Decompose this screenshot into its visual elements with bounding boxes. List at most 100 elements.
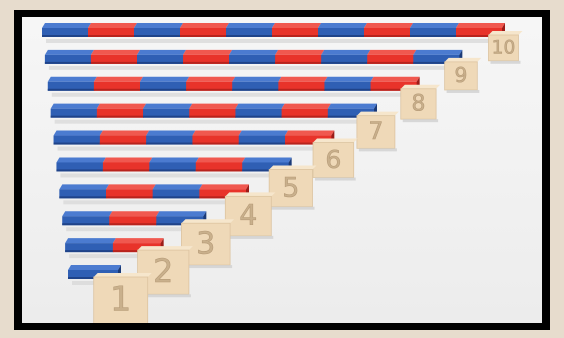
rod-segment-edge bbox=[367, 61, 414, 64]
rod-segment-top bbox=[324, 76, 374, 82]
rod-segment-top bbox=[65, 238, 116, 244]
rod-segment-top bbox=[42, 23, 91, 28]
number-tile-edge bbox=[137, 246, 193, 251]
rod-segment-top bbox=[149, 157, 199, 163]
blue-segment bbox=[44, 54, 92, 64]
number-tile bbox=[444, 61, 478, 91]
blue-segment bbox=[324, 81, 372, 91]
rod-segment-edge bbox=[278, 88, 325, 91]
red-segment bbox=[112, 243, 162, 253]
red-segment bbox=[364, 28, 411, 37]
rod-segment-top bbox=[140, 76, 190, 82]
rod-segment-top bbox=[90, 49, 140, 55]
rod-segment-top bbox=[232, 76, 282, 82]
tile-shadow bbox=[446, 89, 480, 93]
number-tile bbox=[488, 34, 519, 62]
rod-segment-top bbox=[88, 23, 137, 28]
rod-shadow bbox=[46, 39, 506, 43]
number-tile-edge bbox=[225, 192, 276, 197]
rod-segment-edge bbox=[112, 250, 162, 253]
rod-segment-edge bbox=[324, 88, 372, 91]
rod-segment-edge bbox=[42, 35, 89, 37]
blue-segment bbox=[140, 81, 187, 91]
rod-segment-top bbox=[235, 103, 285, 109]
rod-segment-top bbox=[186, 76, 236, 82]
rod-segment-edge bbox=[156, 223, 204, 226]
rod-segment-top bbox=[146, 130, 196, 136]
rod-segment-edge bbox=[199, 196, 247, 199]
tile-shadow bbox=[183, 265, 233, 269]
rod-segment-top bbox=[44, 49, 94, 55]
rod-segment-top bbox=[195, 157, 246, 163]
tile-number: 5 bbox=[282, 172, 299, 203]
rod-segment-top bbox=[62, 211, 113, 217]
rod-segment-edge bbox=[413, 61, 460, 64]
rod-segment-edge bbox=[195, 169, 243, 172]
number-tile bbox=[400, 88, 437, 120]
rod-segment-top bbox=[136, 49, 187, 55]
rod-segment-edge bbox=[146, 142, 193, 145]
rod-segment-edge bbox=[285, 142, 332, 145]
blue-segment bbox=[242, 162, 290, 172]
rod-segment-edge bbox=[93, 88, 141, 91]
rod-segment-edge bbox=[106, 196, 154, 199]
rod-segment-top bbox=[109, 211, 160, 217]
red-segment bbox=[183, 54, 230, 64]
rod-segment-top bbox=[275, 49, 325, 55]
blue-segment bbox=[50, 108, 98, 118]
rod-segment-top bbox=[143, 103, 193, 109]
rod-segment-edge bbox=[370, 88, 418, 91]
rod-segment-top bbox=[192, 130, 242, 136]
red-segment bbox=[106, 189, 154, 199]
tile-shadow bbox=[271, 206, 315, 210]
blue-segment bbox=[136, 54, 184, 64]
rod-segment-top bbox=[50, 103, 100, 109]
rod-shadow bbox=[69, 254, 165, 259]
blue-segment bbox=[62, 216, 110, 226]
rod-segment-edge bbox=[65, 250, 114, 253]
rod-segment-top bbox=[93, 76, 143, 82]
tile-number: 3 bbox=[196, 226, 215, 261]
rod-segment-top bbox=[53, 130, 103, 136]
rod-segment-edge bbox=[232, 88, 279, 91]
number-tile bbox=[224, 195, 272, 237]
rod-segment-edge bbox=[102, 169, 150, 172]
rod-segment-edge bbox=[143, 115, 190, 118]
rod-segment-top bbox=[59, 184, 109, 190]
rod-segment-top bbox=[321, 49, 371, 55]
rod-segment-top bbox=[318, 23, 367, 28]
rod-segment-edge bbox=[226, 35, 273, 37]
tile-shadow bbox=[227, 235, 274, 239]
rod-segment-edge bbox=[59, 196, 107, 199]
blue-segment bbox=[321, 54, 368, 64]
tile-shadow bbox=[139, 294, 191, 298]
rod-segment-top bbox=[413, 49, 463, 55]
rod-segment-edge bbox=[149, 169, 197, 172]
red-segment bbox=[99, 135, 147, 145]
blue-segment bbox=[152, 189, 200, 199]
blue-segment bbox=[156, 216, 204, 226]
rod-segment-edge bbox=[88, 35, 135, 37]
tile-number: 4 bbox=[239, 199, 257, 232]
red-segment bbox=[367, 54, 414, 64]
rod-segment-top bbox=[199, 184, 249, 190]
rod-segment-edge bbox=[180, 35, 227, 37]
number-tile bbox=[268, 169, 313, 208]
blue-segment bbox=[146, 135, 193, 145]
tile-shadow bbox=[315, 177, 356, 181]
number-tile-edge bbox=[488, 31, 523, 35]
rod-shadow bbox=[48, 65, 464, 70]
number-tile bbox=[356, 115, 396, 149]
blue-segment bbox=[413, 54, 460, 64]
tile-number: 2 bbox=[153, 253, 173, 290]
rod-segment-top bbox=[242, 157, 292, 163]
tile-number: 6 bbox=[325, 145, 341, 174]
number-tile-edge bbox=[313, 138, 358, 143]
blue-segment bbox=[410, 28, 457, 37]
rod-segment-top bbox=[96, 103, 147, 109]
rod-segment-edge bbox=[272, 35, 319, 37]
rod-segment-top bbox=[106, 184, 156, 190]
blue-segment bbox=[65, 243, 114, 253]
rod-segment-top bbox=[152, 184, 203, 190]
rod-segment-top bbox=[183, 49, 233, 55]
